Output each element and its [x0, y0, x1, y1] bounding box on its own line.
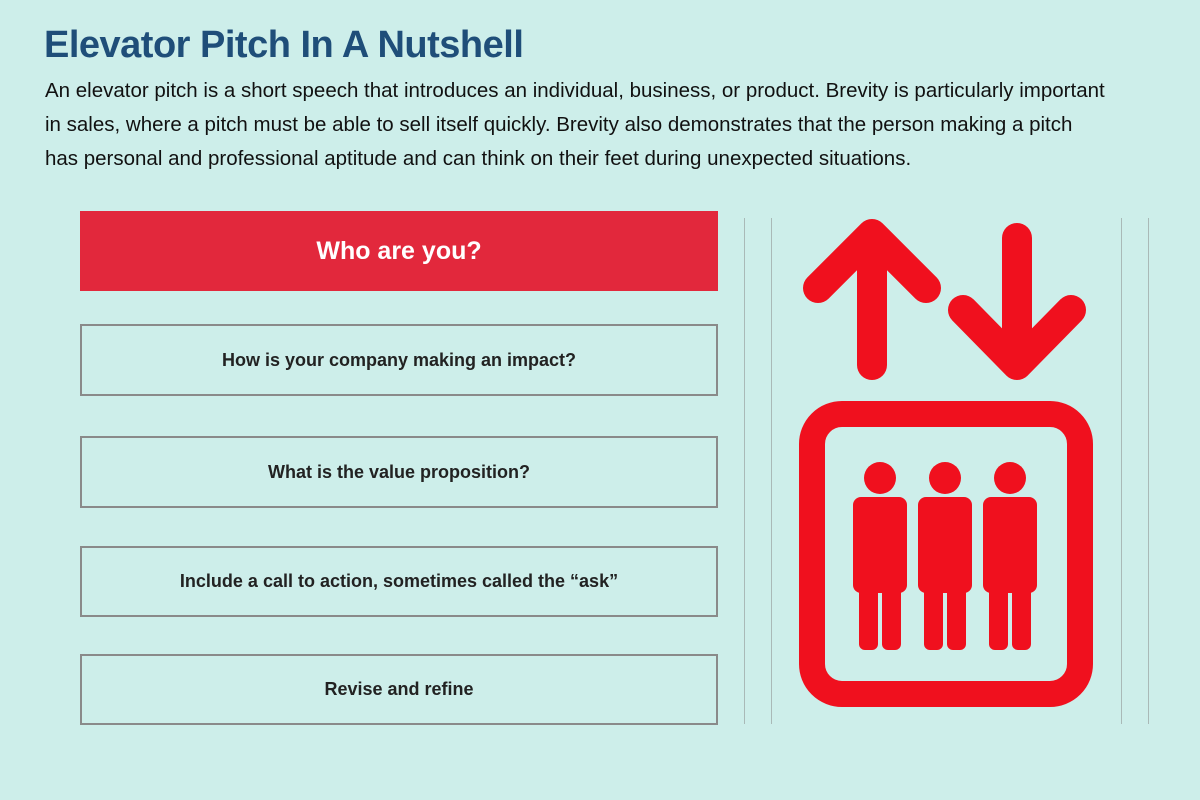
- step-box: What is the value proposition?: [80, 436, 718, 508]
- step-box: Include a call to action, sometimes call…: [80, 546, 718, 617]
- up-arrow: [803, 219, 941, 380]
- divider: [1148, 218, 1149, 724]
- step-box: How is your company making an impact?: [80, 324, 718, 396]
- step-header: Who are you?: [80, 211, 718, 291]
- people: [853, 462, 1037, 650]
- divider: [744, 218, 745, 724]
- title: Elevator Pitch In A Nutshell: [44, 24, 524, 66]
- down-arrow: [948, 223, 1086, 380]
- divider: [1121, 218, 1122, 724]
- elevator-box: [799, 401, 1093, 707]
- step-box: Revise and refine: [80, 654, 718, 725]
- description: An elevator pitch is a short speech that…: [45, 79, 1105, 170]
- divider: [771, 218, 772, 724]
- elevator-icon: [799, 219, 1093, 707]
